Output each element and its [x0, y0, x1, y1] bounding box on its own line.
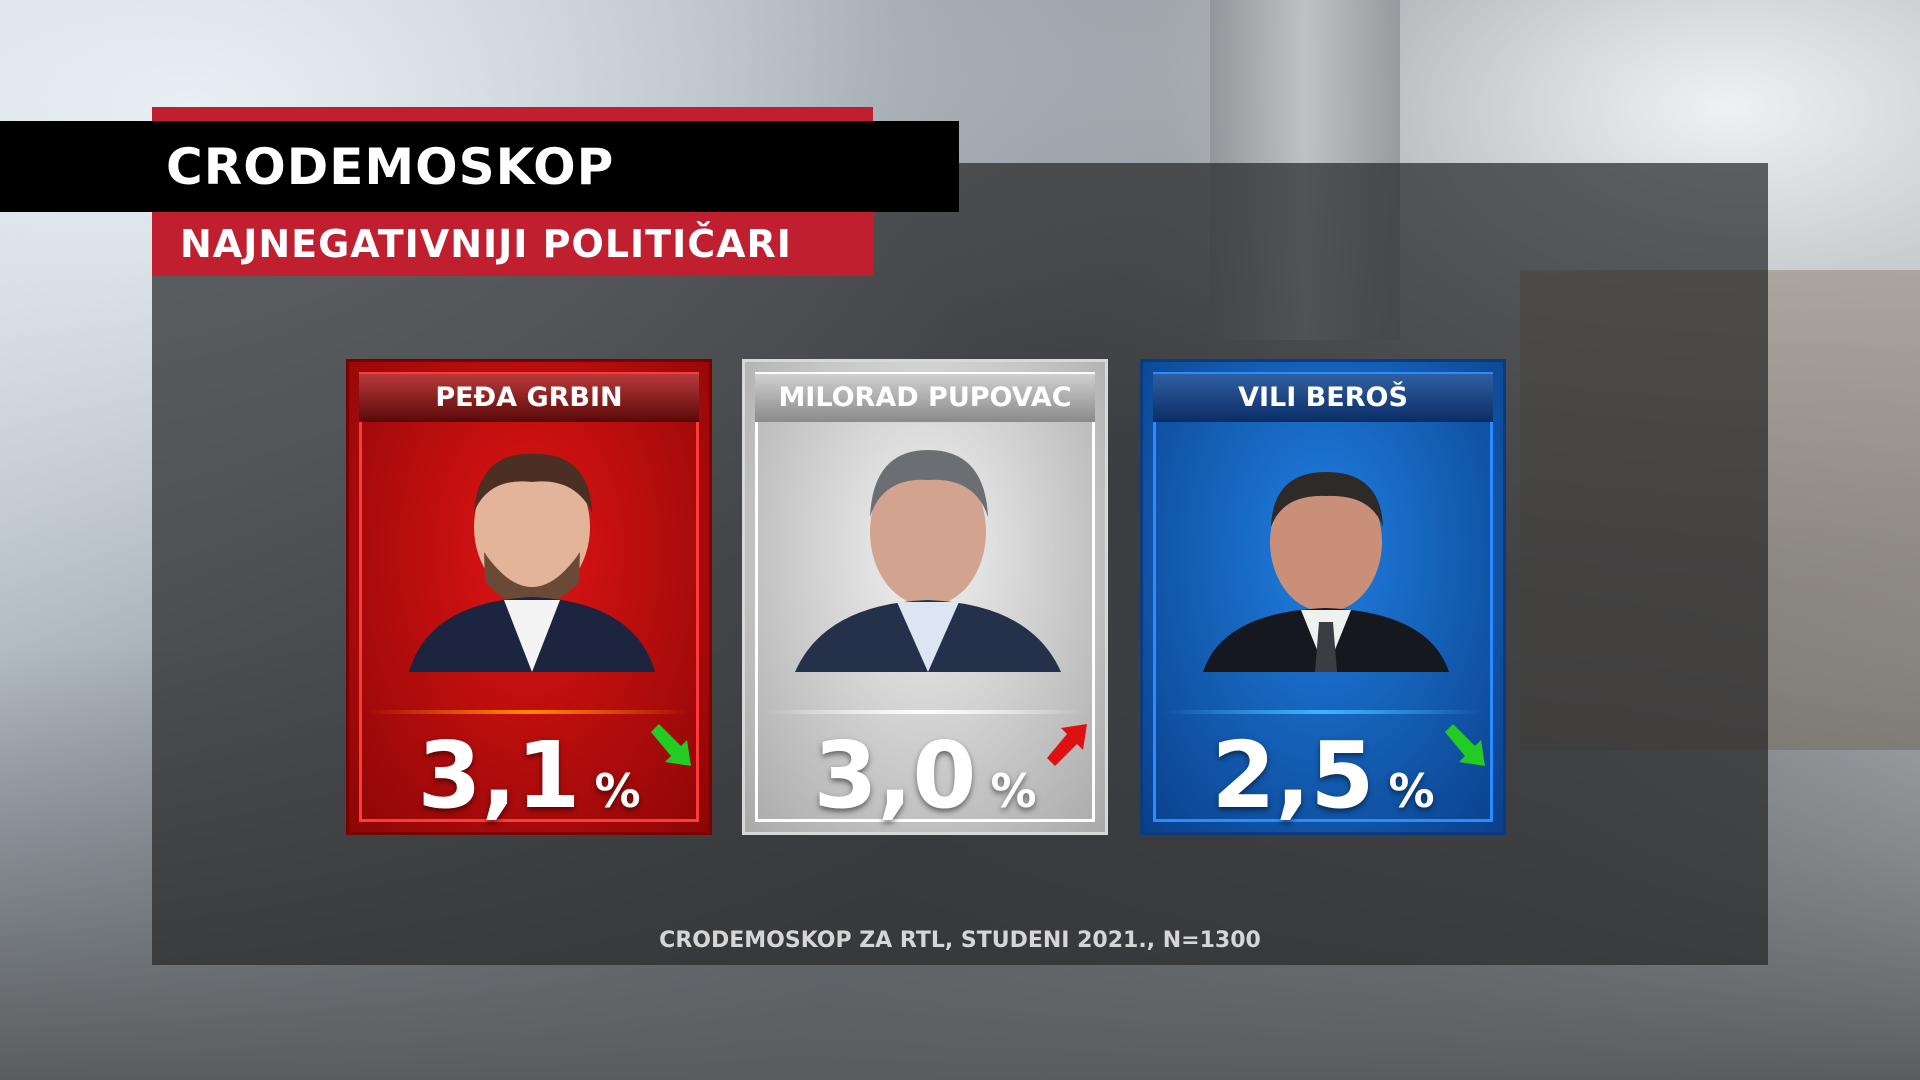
card-frame	[359, 372, 699, 822]
politician-photo	[409, 453, 655, 672]
value-number: 2,5	[1211, 722, 1375, 829]
page-title: CRODEMOSKOP	[166, 138, 615, 196]
arrow-down-right-icon	[1445, 724, 1485, 766]
politician-name: MILORAD PUPOVAC	[755, 374, 1095, 422]
page-subtitle: NAJNEGATIVNIJI POLITIČARI	[180, 222, 792, 266]
politician-card-grbin: PEĐA GRBIN 3,1%	[346, 359, 712, 835]
glow-line	[369, 710, 689, 714]
value-unit: %	[1388, 764, 1435, 818]
percentage-value: 3,1%	[349, 722, 709, 829]
value-unit: %	[990, 764, 1037, 818]
card-frame	[755, 372, 1095, 822]
glow-line	[765, 710, 1085, 714]
arrow-up-right-icon	[1047, 724, 1087, 766]
title-bar	[0, 121, 959, 212]
subtitle-bar	[152, 212, 873, 276]
politician-name: PEĐA GRBIN	[359, 374, 699, 422]
arrow-down-right-icon	[651, 724, 691, 766]
source-note: CRODEMOSKOP ZA RTL, STUDENI 2021., N=130…	[659, 928, 1261, 953]
percentage-value: 3,0%	[745, 722, 1105, 829]
percentage-value: 2,5%	[1143, 722, 1503, 829]
accent-bar	[152, 107, 873, 123]
value-unit: %	[594, 764, 641, 818]
politician-photo	[1203, 472, 1449, 672]
card-frame	[1153, 372, 1493, 822]
politician-card-pupovac: MILORAD PUPOVAC 3,0%	[742, 359, 1108, 835]
politician-photo	[795, 450, 1061, 672]
glow-line	[1163, 710, 1483, 714]
politician-card-beros: VILI BEROŠ 2,5%	[1140, 359, 1506, 835]
value-number: 3,0	[813, 722, 977, 829]
politician-name: VILI BEROŠ	[1153, 374, 1493, 422]
value-number: 3,1	[417, 722, 581, 829]
